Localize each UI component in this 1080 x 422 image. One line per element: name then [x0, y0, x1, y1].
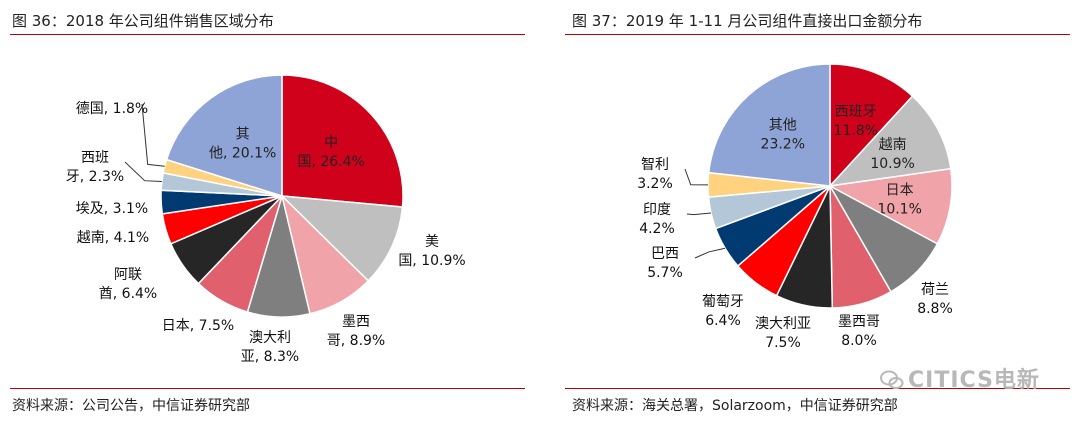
slice-label-印度: 印度 4.2%	[639, 202, 675, 237]
slice-label-其他: 其他 23.2%	[761, 117, 805, 152]
slice-label-西班牙: 西班牙, 2.3%	[66, 150, 124, 185]
slice-label-巴西: 巴西 5.7%	[647, 246, 683, 281]
slice-label-荷兰: 荷兰 8.8%	[917, 282, 953, 317]
source-rule	[565, 388, 1070, 389]
source-rule	[10, 388, 525, 389]
right-figure-panel: 图 37：2019 年 1-11 月公司组件直接出口金额分布 西班牙 11.8% 越…	[560, 0, 1080, 422]
slice-label-阿联酋: 阿联酋, 6.4%	[99, 267, 157, 302]
pie-slice-其他	[165, 74, 283, 198]
slice-label-埃及: 埃及, 3.1%	[76, 201, 148, 217]
slice-label-美国: 美国, 10.9%	[398, 234, 465, 269]
slice-label-越南: 越南 10.9%	[870, 137, 914, 172]
slice-label-墨西哥: 墨西哥 8.0%	[838, 314, 880, 349]
slice-label-葡萄牙: 葡萄牙 6.4%	[702, 294, 744, 329]
title-rule	[10, 34, 525, 35]
pie-slice-西班牙	[829, 63, 914, 188]
slice-label-越南: 越南, 4.1%	[77, 230, 149, 246]
slice-label-智利: 智利 3.2%	[637, 157, 673, 192]
pie-slice-中国	[281, 74, 404, 208]
slice-label-澳大利亚: 澳大利亚 7.5%	[755, 316, 811, 351]
title-rule	[565, 34, 1070, 35]
slice-label-其他: 其他, 20.1%	[209, 126, 276, 161]
slice-label-日本: 日本 10.1%	[877, 182, 921, 217]
slice-label-西班牙: 西班牙 11.8%	[833, 104, 877, 139]
wechat-icon	[880, 370, 904, 389]
leader-line-智利	[684, 168, 709, 186]
pie-chart-2018-sales-region: 中国, 26.4% 美国, 10.9% 墨西哥, 8.9% 澳大利亚, 8.3% 日本,…	[66, 74, 466, 365]
figure-37-source: 资料来源：海关总署，Solarzoom，中信证券研究部	[572, 398, 898, 414]
leader-line-西班牙	[124, 161, 162, 183]
leader-line-德国	[141, 103, 165, 167]
watermark-text: CITICS电新	[908, 368, 1040, 393]
watermark: CITICS电新	[880, 362, 1040, 394]
slice-label-澳大利亚: 澳大利亚, 8.3%	[241, 330, 299, 365]
leader-line-印度	[686, 212, 712, 216]
slice-label-德国: 德国, 1.8%	[76, 101, 148, 117]
slice-label-日本: 日本, 7.5%	[162, 318, 234, 334]
pie-slice-越南	[828, 95, 952, 188]
pie-slice-日本	[827, 167, 953, 245]
pie-slice-其他	[707, 63, 831, 187]
left-figure-panel: 图 36：2018 年公司组件销售区域分布 中国, 26.4% 美国, 10.9%…	[0, 0, 530, 422]
slice-label-墨西哥: 墨西哥, 8.9%	[327, 314, 385, 349]
figure-36-source: 资料来源：公司公告，中信证券研究部	[12, 398, 250, 414]
pie-chart-2019-export-distribution: 西班牙 11.8%越南 10.9% 日本 10.1% 荷兰 8.8% 墨西哥 8.0% 澳大利亚 7…	[637, 63, 953, 351]
slice-label-中国: 中国, 26.4%	[297, 135, 364, 170]
figure-37-title: 图 37：2019 年 1-11 月公司组件直接出口金额分布	[572, 12, 923, 30]
figure-36-title: 图 36：2018 年公司组件销售区域分布	[12, 12, 274, 30]
leader-line-巴西	[694, 247, 726, 259]
pie-slice-美国	[279, 195, 404, 282]
